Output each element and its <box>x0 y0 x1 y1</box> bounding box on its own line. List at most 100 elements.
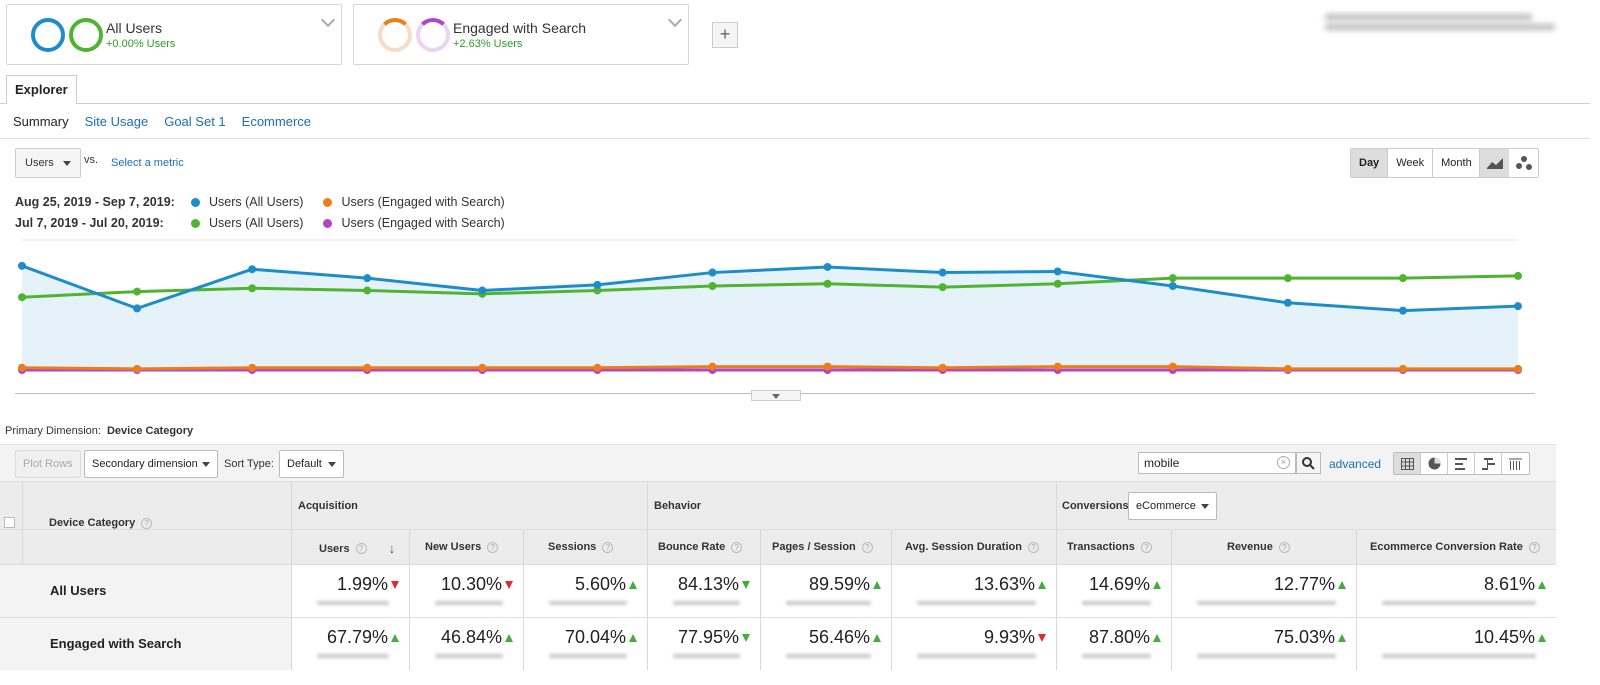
data-point[interactable] <box>248 284 257 293</box>
column-header-transactions[interactable]: Transactions? <box>1067 541 1152 553</box>
week-button[interactable]: Week <box>1388 149 1434 177</box>
help-icon[interactable]: ? <box>1528 541 1540 553</box>
data-point[interactable] <box>938 363 947 372</box>
subtab-summary[interactable]: Summary <box>13 114 69 129</box>
segment-card-engaged-with-search[interactable]: Engaged with Search +2.63% Users <box>353 4 689 65</box>
column-header-revenue[interactable]: Revenue? <box>1227 541 1290 553</box>
data-point[interactable] <box>593 280 602 289</box>
column-header-bounce-rate[interactable]: Bounce Rate? <box>658 541 743 553</box>
table-search-input[interactable]: mobile × <box>1138 452 1296 474</box>
data-point[interactable] <box>1514 364 1522 373</box>
data-point[interactable] <box>1514 271 1522 280</box>
help-icon[interactable]: ? <box>487 541 499 553</box>
column-header-device-category[interactable]: Device Category? <box>49 517 153 529</box>
data-point[interactable] <box>823 362 832 371</box>
data-point[interactable] <box>708 362 717 371</box>
select-metric-link[interactable]: Select a metric <box>111 157 184 169</box>
comparison-view-icon[interactable] <box>1475 453 1502 474</box>
month-button[interactable]: Month <box>1433 149 1480 177</box>
data-point[interactable] <box>1283 364 1292 373</box>
sort-type-dropdown[interactable]: Default <box>279 450 344 478</box>
segment-card-all-users[interactable]: All Users +0.00% Users <box>6 4 342 65</box>
help-icon[interactable]: ? <box>731 541 743 553</box>
data-point[interactable] <box>1168 362 1177 371</box>
bar-view-icon[interactable] <box>1448 453 1475 474</box>
vs-label: vs. <box>84 154 99 166</box>
data-point[interactable] <box>1168 274 1177 283</box>
help-icon[interactable]: ? <box>861 541 873 553</box>
data-point[interactable] <box>1168 282 1177 290</box>
column-header-avg-session-duration[interactable]: Avg. Session Duration? <box>905 541 1039 553</box>
column-header-sessions[interactable]: Sessions? <box>548 541 614 553</box>
date-range-picker[interactable] <box>1325 10 1555 40</box>
metric-dropdown[interactable]: Users <box>15 148 81 178</box>
pie-view-icon[interactable] <box>1421 453 1448 474</box>
tab-explorer[interactable]: Explorer <box>6 75 77 104</box>
data-point[interactable] <box>133 364 142 373</box>
help-icon[interactable]: ? <box>1140 541 1152 553</box>
help-icon[interactable]: ? <box>602 541 614 553</box>
data-point[interactable] <box>593 286 602 295</box>
table-view-icon[interactable] <box>1394 453 1421 474</box>
data-point[interactable] <box>823 279 832 288</box>
data-point[interactable] <box>478 363 487 372</box>
data-point[interactable] <box>593 363 602 372</box>
data-point[interactable] <box>18 261 26 270</box>
conversion-type-dropdown[interactable]: eCommerce <box>1128 492 1217 520</box>
data-point[interactable] <box>1283 298 1292 307</box>
data-point[interactable] <box>133 304 142 313</box>
help-icon[interactable]: ? <box>141 517 153 529</box>
data-point[interactable] <box>363 286 372 295</box>
primary-dimension: Primary Dimension: Device Category <box>5 425 193 437</box>
add-segment-button[interactable]: + <box>712 22 738 48</box>
help-icon[interactable]: ? <box>355 543 367 554</box>
plot-rows-button[interactable]: Plot Rows <box>15 450 81 478</box>
data-point[interactable] <box>938 268 947 277</box>
help-icon[interactable]: ? <box>1027 541 1039 553</box>
data-point[interactable] <box>363 274 372 283</box>
data-point[interactable] <box>708 282 717 290</box>
day-button[interactable]: Day <box>1351 149 1389 177</box>
data-point[interactable] <box>1053 362 1062 371</box>
data-point[interactable] <box>1398 364 1407 373</box>
advanced-filter-link[interactable]: advanced <box>1329 457 1382 471</box>
subtab-ecommerce[interactable]: Ecommerce <box>241 114 312 129</box>
pivot-view-icon[interactable] <box>1502 453 1529 474</box>
column-header-pages-session[interactable]: Pages / Session? <box>772 541 873 553</box>
chevron-down-icon[interactable] <box>667 12 683 28</box>
chart-expander[interactable] <box>751 390 801 401</box>
data-point[interactable] <box>248 363 257 372</box>
secondary-dimension-dropdown[interactable]: Secondary dimension <box>84 450 218 478</box>
clear-icon[interactable]: × <box>1277 456 1290 469</box>
motion-chart-icon[interactable] <box>1509 149 1538 177</box>
data-point[interactable] <box>1514 302 1522 311</box>
column-divider <box>1356 530 1357 564</box>
data-point[interactable] <box>18 363 26 372</box>
data-point[interactable] <box>248 265 257 274</box>
data-point[interactable] <box>478 286 487 295</box>
line-chart-icon[interactable] <box>1480 149 1509 177</box>
data-point[interactable] <box>1053 279 1062 288</box>
chevron-down-icon[interactable] <box>320 12 336 28</box>
column-header-new-users[interactable]: New Users? <box>425 541 499 553</box>
data-point[interactable] <box>1053 267 1062 276</box>
data-point[interactable] <box>18 293 26 302</box>
subtab-site-usage[interactable]: Site Usage <box>84 114 149 129</box>
search-button[interactable] <box>1296 452 1321 474</box>
column-divider <box>409 618 410 670</box>
data-point[interactable] <box>823 262 832 271</box>
data-point[interactable] <box>708 268 717 277</box>
data-point[interactable] <box>1398 274 1407 283</box>
help-icon[interactable]: ? <box>1278 541 1290 553</box>
subtab-goal-set-1[interactable]: Goal Set 1 <box>164 114 226 129</box>
data-point[interactable] <box>1398 306 1407 315</box>
primary-dimension-value[interactable]: Device Category <box>106 425 194 437</box>
data-point[interactable] <box>133 287 142 296</box>
select-all-checkbox[interactable] <box>4 517 15 528</box>
data-point[interactable] <box>363 363 372 372</box>
data-point[interactable] <box>938 283 947 292</box>
metric-value-text: 56.46% <box>808 627 870 647</box>
data-point[interactable] <box>1283 274 1292 283</box>
column-header-ecommerce-conversion-rate[interactable]: Ecommerce Conversion Rate? <box>1370 541 1540 553</box>
column-header-users[interactable]: Users? ↓ <box>319 541 395 556</box>
